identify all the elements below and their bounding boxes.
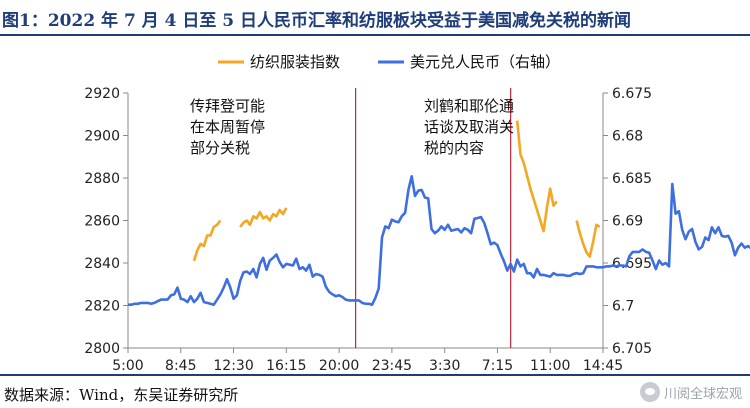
y-right-tick-label: 6.685 bbox=[612, 171, 652, 187]
event-annotation: 在本周暂停 bbox=[190, 118, 265, 136]
title-bar: 图1：2022 年 7 月 4 日至 5 日人民币汇率和纺服板块受益于美国减免关… bbox=[0, 0, 750, 36]
y-right-tick-label: 6.675 bbox=[612, 86, 652, 102]
x-tick-label: 7:15 bbox=[482, 358, 513, 374]
y-right-tick-label: 6.69 bbox=[612, 214, 643, 230]
y-left-tick-label: 2900 bbox=[84, 129, 120, 145]
y-left-tick-label: 2820 bbox=[84, 299, 120, 315]
y-right-tick-label: 6.705 bbox=[612, 341, 652, 357]
event-annotation: 刘鹤和耶伦通 bbox=[424, 97, 514, 115]
y-left-tick-label: 2840 bbox=[84, 256, 120, 272]
series-line-textile bbox=[192, 219, 222, 262]
source-note: 数据来源：Wind，东吴证券研究所 bbox=[4, 386, 239, 404]
series-line-textile bbox=[515, 120, 558, 233]
series-lines bbox=[128, 120, 750, 307]
x-tick-label: 11:00 bbox=[530, 358, 570, 374]
x-tick-label: 23:45 bbox=[372, 358, 412, 374]
x-tick-label: 12:30 bbox=[213, 358, 253, 374]
x-tick-label: 16:15 bbox=[266, 358, 306, 374]
y-left-tick-label: 2860 bbox=[84, 214, 120, 230]
chart-title: 图1：2022 年 7 月 4 日至 5 日人民币汇率和纺服板块受益于美国减免关… bbox=[2, 11, 632, 31]
x-tick-label: 8:45 bbox=[165, 358, 196, 374]
y-right-tick-label: 6.68 bbox=[612, 129, 643, 145]
x-tick-label: 20:00 bbox=[319, 358, 359, 374]
legend-label-usdcny: 美元兑人民币（右轴） bbox=[410, 53, 560, 71]
axes: 2800 2820 2840 2860 2880 2900 2920 6.675 6.68 6.6… bbox=[84, 86, 652, 374]
y-right-tick-label: 6.7 bbox=[612, 299, 634, 315]
y-left-tick-label: 2920 bbox=[84, 86, 120, 102]
event-annotation: 传拜登可能 bbox=[190, 97, 265, 115]
x-tick-label: 14:45 bbox=[583, 358, 623, 374]
event-annotation: 税的内容 bbox=[424, 139, 484, 157]
y-left-tick-label: 2800 bbox=[84, 341, 120, 357]
legend-label-textile: 纺织服装指数 bbox=[250, 53, 340, 71]
source-bar: 数据来源：Wind，东吴证券研究所 川阅全球宏观 bbox=[0, 374, 750, 408]
watermark-text: 川阅全球宏观 bbox=[663, 386, 742, 402]
event-annotation: 话谈及取消关 bbox=[424, 118, 514, 136]
series-line-usdcny bbox=[128, 175, 750, 307]
watermark: 川阅全球宏观 bbox=[639, 380, 742, 404]
legend: 纺织服装指数 美元兑人民币（右轴） bbox=[218, 53, 560, 71]
series-line-textile bbox=[239, 207, 288, 228]
y-left-tick-label: 2880 bbox=[84, 171, 120, 187]
chart: 纺织服装指数 美元兑人民币（右轴） 2800 2820 2840 2860 2880 290… bbox=[84, 53, 750, 374]
wechat-icon bbox=[639, 382, 660, 402]
series-line-textile bbox=[575, 220, 601, 258]
event-annotation: 部分关税 bbox=[190, 139, 250, 157]
y-right-tick-label: 6.695 bbox=[612, 256, 652, 272]
x-tick-label: 5:00 bbox=[112, 358, 143, 374]
x-tick-label: 3:30 bbox=[429, 358, 460, 374]
